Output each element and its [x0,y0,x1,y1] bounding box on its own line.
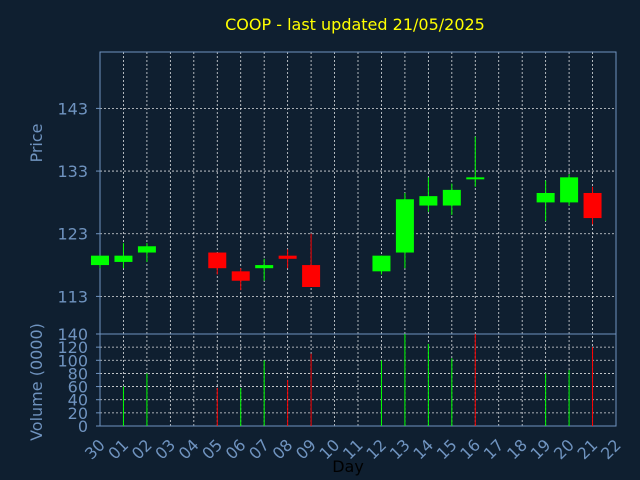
price-tick-label: 123 [57,225,88,244]
candle-body [91,255,109,266]
volume-tick-label: 60 [68,378,88,397]
candle-body [114,255,133,262]
volume-panel-frame [99,333,617,427]
volume-tick-label: 140 [57,325,88,344]
candle-body [302,265,321,287]
candle-body [466,177,485,180]
candle-body [560,177,579,203]
candle-body [255,265,274,269]
candle-body [372,255,391,272]
volume-tick-label: 20 [68,404,88,423]
volume-tick-label: 0 [78,417,88,436]
price-tick-label: 113 [57,287,88,306]
candle-body [278,255,297,259]
volume-tick-label: 40 [68,391,88,410]
price-tick-label: 133 [57,162,88,181]
volume-axis-label: Volume (0000) [27,323,46,441]
price-tick-label: 143 [57,99,88,118]
chart-title: COOP - last updated 21/05/2025 [225,15,485,34]
x-axis-label: Day [332,457,364,476]
candle-body [536,193,555,203]
x-tick-label: 22 [597,435,625,463]
candle-body [208,252,227,269]
price-axis-label: Price [27,123,46,162]
volume-tick-label: 120 [57,338,88,357]
volume-tick-label: 100 [57,351,88,370]
candle-body [231,271,250,281]
volume-tick-label: 80 [68,364,88,383]
candle-body [137,246,156,253]
candle-body [419,196,438,206]
candle-body [395,199,414,253]
candle-body [583,193,602,219]
candle-body [442,189,461,206]
